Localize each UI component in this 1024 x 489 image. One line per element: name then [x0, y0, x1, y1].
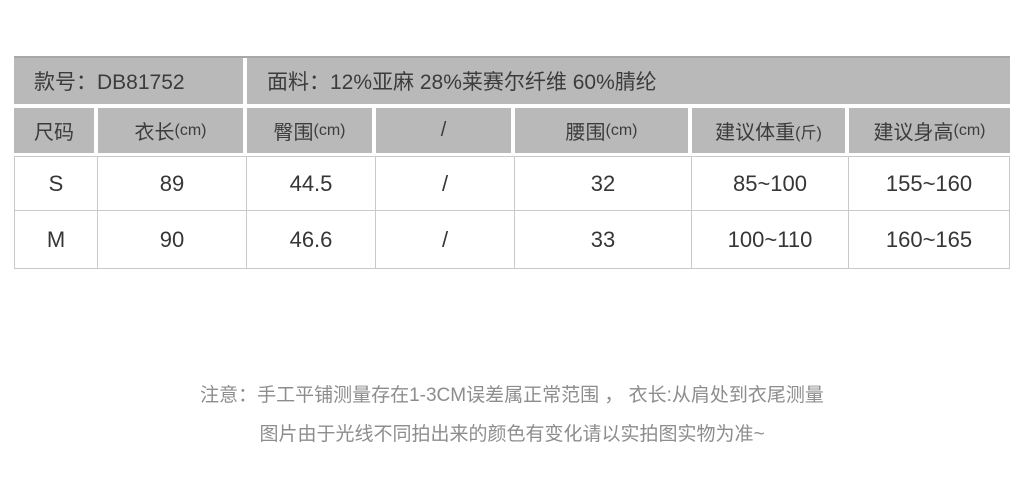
size-cell: S: [15, 157, 98, 211]
table-row-s: S 89 44.5 / 32 85~100 155~160: [15, 157, 1009, 211]
col-header-height: 建议身高 (cm): [849, 108, 1010, 153]
col-header-hip: 臀围 (cm): [247, 108, 376, 153]
size-table: 款号：DB81752 面料：12%亚麻 28%莱赛尔纤维 60%腈纶 尺码 衣长…: [14, 56, 1010, 269]
info-row: 款号：DB81752 面料：12%亚麻 28%莱赛尔纤维 60%腈纶: [14, 56, 1010, 104]
slash-cell: /: [376, 157, 515, 211]
table-body: S 89 44.5 / 32 85~100 155~160 M 90 46.6 …: [14, 156, 1010, 269]
col-header-label: 腰围: [565, 122, 606, 144]
col-header-label: 衣长: [134, 122, 175, 144]
col-header-unit: (斤): [795, 124, 822, 142]
model-number-cell: 款号：DB81752: [14, 58, 247, 104]
col-header-size: 尺码: [14, 108, 98, 153]
col-header-label: 臀围: [273, 122, 314, 144]
size-cell: M: [15, 211, 98, 268]
col-header-length: 衣长 (cm): [98, 108, 247, 153]
col-header-weight: 建议体重 (斤): [692, 108, 849, 153]
col-header-label: 尺码: [34, 122, 74, 144]
col-header-slash: /: [376, 108, 515, 153]
height-cell: 160~165: [885, 226, 973, 252]
note-line-1: 注意：手工平铺测量存在1-3CM误差属正常范围 ， 衣长:从肩处到衣尾测量: [200, 385, 824, 406]
col-header-unit: (cm): [605, 121, 638, 139]
waist-cell: 33: [515, 211, 692, 268]
fabric-text: 面料：12%亚麻 28%莱赛尔纤维 60%腈纶: [267, 71, 657, 94]
fabric-cell: 面料：12%亚麻 28%莱赛尔纤维 60%腈纶: [247, 58, 1010, 104]
length-cell: 90: [98, 211, 247, 268]
col-header-unit: (cm): [174, 121, 207, 139]
hip-cell: 44.5: [247, 157, 376, 211]
model-number-text: 款号：DB81752: [34, 71, 185, 94]
length-cell: 89: [98, 157, 247, 211]
col-header-label: 建议身高: [873, 122, 954, 144]
weight-cell: 100~110: [692, 211, 849, 268]
col-header-label: 建议体重: [715, 122, 796, 144]
col-header-label: /: [440, 119, 447, 141]
height-cell: 155~160: [849, 157, 1009, 211]
waist-cell: 32: [515, 157, 692, 211]
col-header-unit: (cm): [953, 121, 986, 139]
col-header-unit: (cm): [313, 121, 346, 139]
slash-cell: /: [376, 211, 515, 268]
col-header-waist: 腰围 (cm): [515, 108, 692, 153]
hip-cell: 46.6: [247, 211, 376, 268]
measurement-notes: 注意：手工平铺测量存在1-3CM误差属正常范围 ， 衣长:从肩处到衣尾测量 图片…: [0, 376, 1024, 454]
column-header-row: 尺码 衣长 (cm) 臀围 (cm) / 腰围 (cm) 建议体重 (斤) 建议身高 (c…: [14, 108, 1010, 153]
note-line-2: 图片由于光线不同拍出来的颜色有变化请以实拍图实物为准~: [259, 424, 765, 445]
table-row-m: M 90 46.6 / 33 100~110 160~165: [15, 211, 1009, 268]
weight-cell: 85~100: [692, 157, 849, 211]
